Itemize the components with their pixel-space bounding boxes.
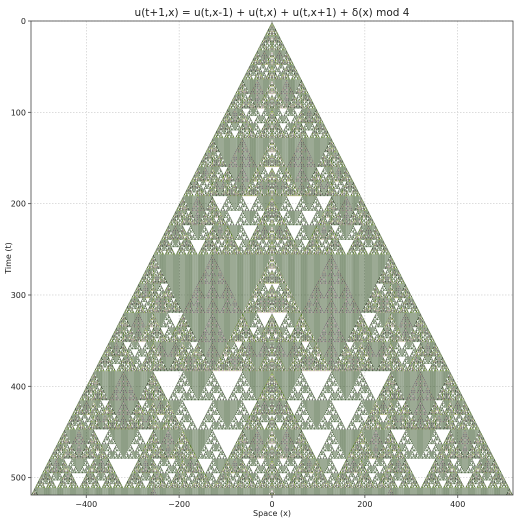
y-axis-label: Time (t) (4, 242, 13, 275)
plot-area (30, 20, 514, 496)
automaton-heatmap (31, 21, 513, 495)
y-tick-label: 0 (21, 17, 26, 26)
x-tick-label: 400 (450, 500, 465, 509)
y-tick-label: 100 (11, 108, 26, 117)
y-tick-label: 500 (11, 474, 26, 483)
y-tick-label: 400 (11, 382, 26, 391)
y-axis-ticks: 0 100 200 300 400 500 (11, 17, 31, 483)
y-tick-label: 300 (11, 291, 26, 300)
x-tick-label: 200 (357, 500, 372, 509)
x-tick-label: −400 (75, 500, 97, 509)
y-tick-label: 200 (11, 200, 26, 209)
chart-title: u(t+1,x) = u(t,x-1) + u(t,x) + u(t,x+1) … (135, 7, 410, 19)
x-axis-label: Space (x) (253, 509, 291, 518)
x-tick-label: −200 (168, 500, 190, 509)
x-tick-label: 0 (269, 500, 274, 509)
x-axis-ticks: −400 −200 0 200 400 (75, 495, 465, 509)
